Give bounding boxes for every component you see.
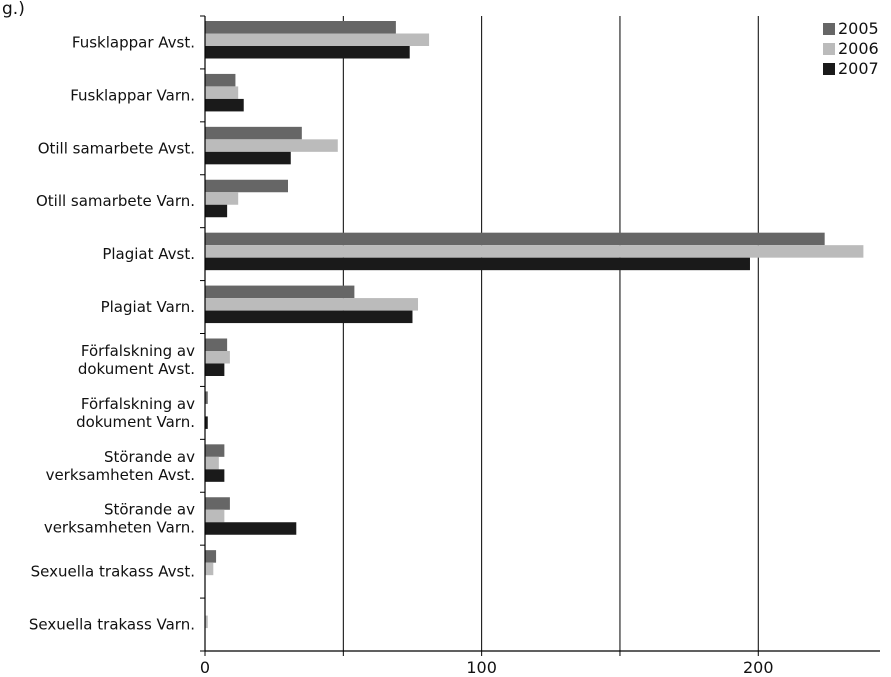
bar-2007: [205, 522, 297, 535]
bar-2007: [205, 204, 228, 218]
bar-2006: [205, 509, 225, 523]
bar-2007: [205, 363, 225, 376]
bar-2006: [205, 33, 430, 46]
category-label: dokument Avst.: [78, 360, 195, 378]
bar-2005: [205, 391, 208, 404]
grid: [342, 16, 759, 651]
category-labels: Fusklappar Avst. Fusklappar Varn. Otill sa…: [29, 33, 195, 633]
category-label: Plagiat Varn.: [101, 298, 195, 316]
bar-2005: [205, 550, 217, 563]
category-label: Sexuella trakass Avst.: [31, 563, 195, 581]
category-label: verksamheten Avst.: [46, 466, 195, 484]
bar-2005: [205, 285, 355, 299]
category-label: Förfalskning av: [81, 395, 195, 413]
legend-swatch-2006: [823, 43, 835, 55]
x-tick-labels: 0 100 200: [200, 658, 774, 677]
bar-2006: [205, 456, 219, 470]
bar-2006: [205, 351, 230, 364]
bar-2005: [205, 497, 230, 510]
category-label: dokument Varn.: [76, 413, 195, 431]
legend-label-2007: 2007: [838, 59, 879, 78]
legend-swatch-2005: [823, 23, 835, 35]
bar-2006: [205, 86, 239, 99]
corner-text: g.): [2, 0, 25, 19]
bar-2007: [205, 310, 413, 324]
bar-2005: [205, 232, 825, 246]
category-label: Otill samarbete Varn.: [36, 192, 195, 210]
category-label: Störande av: [104, 448, 195, 466]
x-tick-label: 100: [466, 658, 497, 677]
category-label: Otill samarbete Avst.: [38, 139, 195, 157]
bar-2005: [205, 126, 302, 140]
bar-2006: [205, 245, 864, 258]
legend-label-2005: 2005: [838, 19, 879, 38]
axes: [200, 15, 880, 656]
bar-2005: [205, 338, 228, 351]
bar-2007: [205, 98, 244, 112]
bar-2007: [205, 151, 291, 165]
bar-2005: [205, 21, 396, 34]
category-label: Förfalskning av: [81, 342, 195, 360]
bar-2007: [205, 257, 750, 271]
x-tick-label: 0: [200, 658, 210, 677]
bar-2005: [205, 179, 288, 193]
category-label: Fusklappar Avst.: [72, 33, 195, 51]
category-label: Störande av: [104, 501, 195, 519]
bar-2006: [205, 139, 338, 152]
category-label: Sexuella trakass Varn.: [29, 616, 195, 634]
bars: [205, 21, 864, 629]
bar-2006: [205, 615, 208, 629]
bar-2007: [205, 416, 208, 429]
bar-2006: [205, 298, 419, 311]
x-tick-label: 200: [743, 658, 774, 677]
category-label: verksamheten Varn.: [44, 519, 195, 537]
bar-2007: [205, 469, 225, 482]
bar-2007: [205, 46, 410, 59]
category-label: Plagiat Avst.: [102, 245, 195, 263]
bar-2005: [205, 73, 236, 87]
legend-label-2006: 2006: [838, 39, 879, 58]
bar-2005: [205, 444, 225, 457]
bar-2006: [205, 562, 214, 576]
category-label: Fusklappar Varn.: [70, 86, 195, 104]
legend-swatch-2007: [823, 63, 835, 75]
bar-2006: [205, 192, 239, 205]
